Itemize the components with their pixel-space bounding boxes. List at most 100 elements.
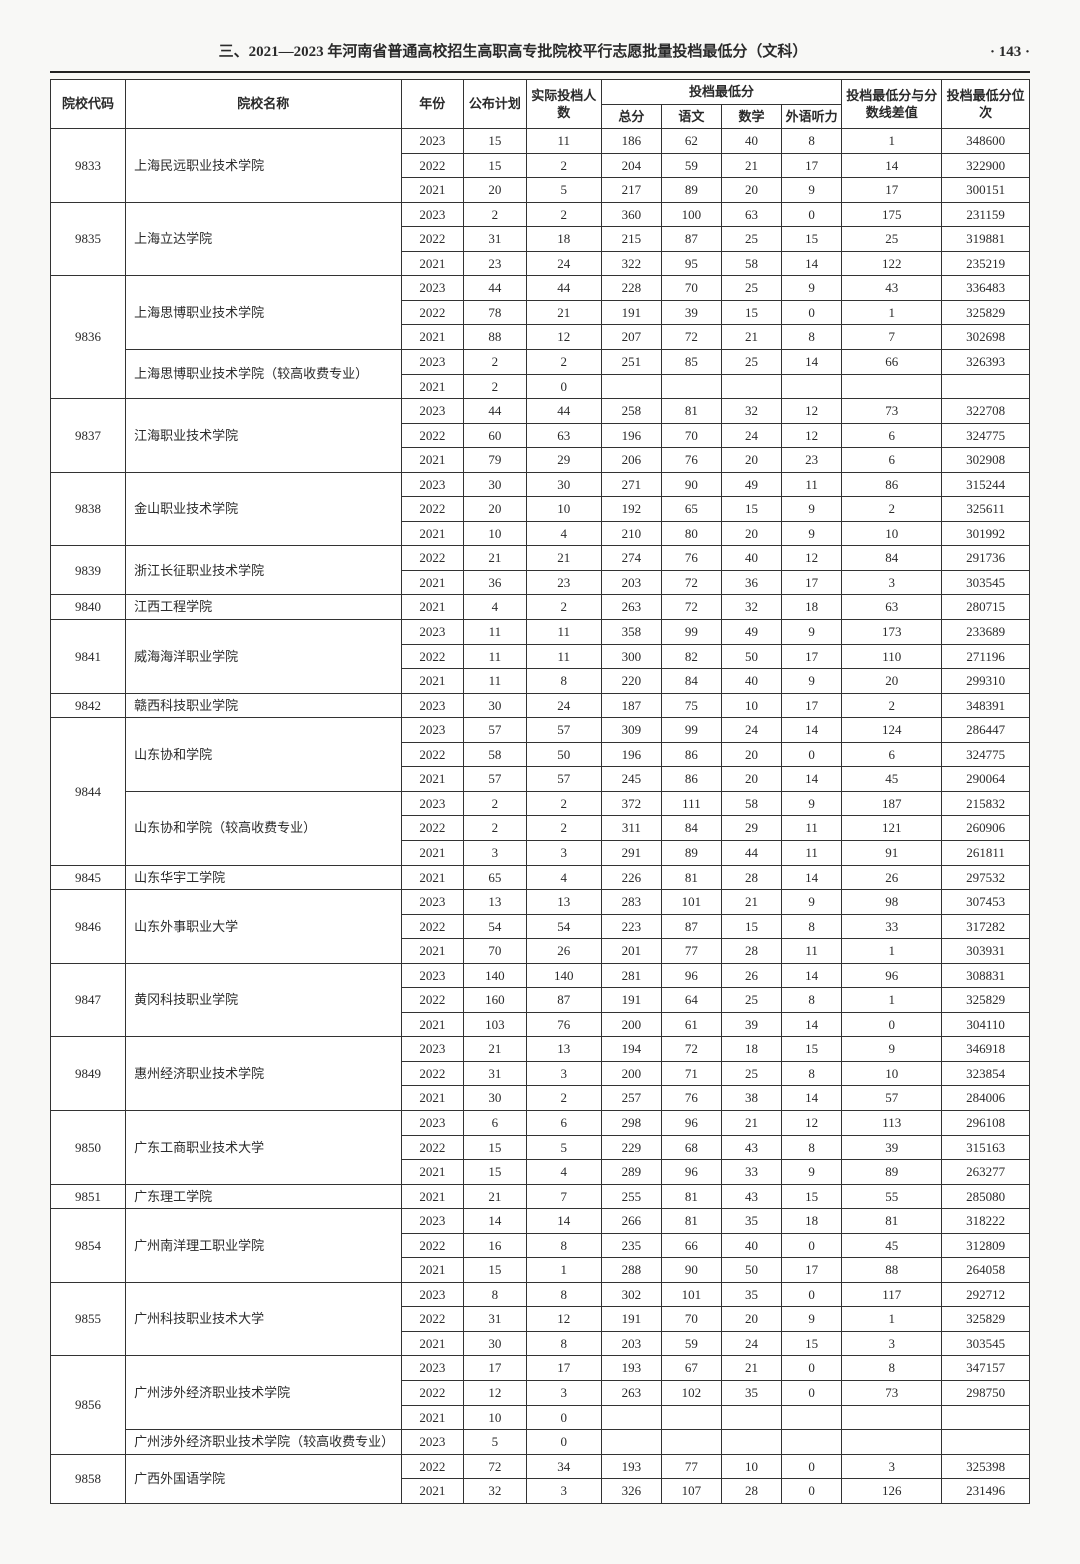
cell-listening: 12 xyxy=(782,1110,842,1135)
table-row: 9838金山职业技术学院 2023 30 30 271 90 49 11 86 … xyxy=(51,472,1030,497)
cell-rank: 261811 xyxy=(942,840,1030,865)
cell-total: 217 xyxy=(601,178,661,203)
cell-diff: 2 xyxy=(842,693,942,718)
cell-math: 10 xyxy=(721,693,781,718)
cell-plan: 6 xyxy=(464,1110,527,1135)
page-number: · 143 · xyxy=(990,44,1030,61)
cell-diff: 20 xyxy=(842,669,942,694)
cell-listening: 9 xyxy=(782,669,842,694)
th-name: 院校名称 xyxy=(126,80,401,129)
cell-listening: 12 xyxy=(782,423,842,448)
cell-code: 9846 xyxy=(51,890,126,964)
cell-rank: 291736 xyxy=(942,546,1030,571)
cell-year: 2022 xyxy=(401,816,464,841)
cell-math: 10 xyxy=(721,1454,781,1479)
cell-listening: 8 xyxy=(782,1061,842,1086)
cell-rank: 263277 xyxy=(942,1160,1030,1185)
cell-year: 2022 xyxy=(401,914,464,939)
cell-diff: 86 xyxy=(842,472,942,497)
cell-total: 191 xyxy=(601,988,661,1013)
cell-rank: 315163 xyxy=(942,1135,1030,1160)
cell-math: 43 xyxy=(721,1184,781,1209)
cell-math: 15 xyxy=(721,914,781,939)
cell-diff xyxy=(842,374,942,399)
cell-total: 215 xyxy=(601,227,661,252)
cell-rank: 325829 xyxy=(942,1307,1030,1332)
cell-plan: 12 xyxy=(464,1380,527,1405)
cell-actual: 0 xyxy=(526,1405,601,1430)
cell-diff: 45 xyxy=(842,767,942,792)
cell-diff: 187 xyxy=(842,791,942,816)
cell-year: 2022 xyxy=(401,300,464,325)
cell-chinese: 68 xyxy=(661,1135,721,1160)
cell-plan: 30 xyxy=(464,472,527,497)
cell-chinese: 99 xyxy=(661,620,721,645)
cell-plan: 11 xyxy=(464,620,527,645)
cell-math xyxy=(721,374,781,399)
table-row: 9850广东工商职业技术大学 2023 6 6 298 96 21 12 113… xyxy=(51,1110,1030,1135)
cell-math: 20 xyxy=(721,1307,781,1332)
cell-chinese: 77 xyxy=(661,1454,721,1479)
cell-chinese: 107 xyxy=(661,1479,721,1504)
cell-plan: 21 xyxy=(464,1037,527,1062)
cell-year: 2023 xyxy=(401,350,464,375)
cell-rank: 233689 xyxy=(942,620,1030,645)
cell-actual: 4 xyxy=(526,865,601,890)
cell-name: 广东理工学院 xyxy=(126,1184,401,1209)
cell-rank: 325398 xyxy=(942,1454,1030,1479)
cell-actual: 2 xyxy=(526,153,601,178)
cell-diff: 14 xyxy=(842,153,942,178)
cell-actual: 30 xyxy=(526,472,601,497)
cell-year: 2023 xyxy=(401,472,464,497)
cell-year: 2021 xyxy=(401,1086,464,1111)
cell-diff: 91 xyxy=(842,840,942,865)
table-row: 9856广州涉外经济职业技术学院 2023 17 17 193 67 21 0 … xyxy=(51,1356,1030,1381)
cell-chinese: 102 xyxy=(661,1380,721,1405)
cell-math: 25 xyxy=(721,227,781,252)
cell-math: 32 xyxy=(721,399,781,424)
cell-actual: 87 xyxy=(526,988,601,1013)
cell-year: 2022 xyxy=(401,1135,464,1160)
cell-actual: 18 xyxy=(526,227,601,252)
cell-rank: 322708 xyxy=(942,399,1030,424)
cell-diff: 1 xyxy=(842,988,942,1013)
page-title: 三、2021—2023 年河南省普通高校招生高职高专批院校平行志愿批量投档最低分… xyxy=(50,40,976,61)
cell-rank xyxy=(942,1405,1030,1430)
cell-total: 263 xyxy=(601,1380,661,1405)
cell-total: 196 xyxy=(601,423,661,448)
cell-year: 2023 xyxy=(401,1037,464,1062)
cell-plan: 31 xyxy=(464,227,527,252)
cell-chinese: 77 xyxy=(661,939,721,964)
cell-listening: 9 xyxy=(782,521,842,546)
cell-year: 2021 xyxy=(401,1184,464,1209)
cell-math: 25 xyxy=(721,276,781,301)
cell-name: 惠州经济职业技术学院 xyxy=(126,1037,401,1111)
cell-chinese: 89 xyxy=(661,178,721,203)
cell-plan: 36 xyxy=(464,570,527,595)
cell-code: 9837 xyxy=(51,399,126,473)
cell-plan: 44 xyxy=(464,399,527,424)
th-total: 总分 xyxy=(601,104,661,129)
cell-math: 29 xyxy=(721,816,781,841)
cell-plan: 16 xyxy=(464,1233,527,1258)
cell-plan: 5 xyxy=(464,1430,527,1455)
cell-name: 上海思博职业技术学院（较高收费专业） xyxy=(126,350,401,399)
cell-chinese: 82 xyxy=(661,644,721,669)
cell-rank: 326393 xyxy=(942,350,1030,375)
table-body: 9833上海民远职业技术学院 2023 15 11 186 62 40 8 1 … xyxy=(51,129,1030,1504)
cell-name: 江海职业技术学院 xyxy=(126,399,401,473)
cell-diff: 1 xyxy=(842,1307,942,1332)
cell-chinese: 100 xyxy=(661,202,721,227)
cell-actual: 11 xyxy=(526,129,601,154)
cell-rank: 300151 xyxy=(942,178,1030,203)
cell-math: 63 xyxy=(721,202,781,227)
cell-total: 309 xyxy=(601,718,661,743)
cell-diff: 0 xyxy=(842,1012,942,1037)
cell-listening: 15 xyxy=(782,1037,842,1062)
cell-diff: 26 xyxy=(842,865,942,890)
cell-chinese: 39 xyxy=(661,300,721,325)
cell-rank: 307453 xyxy=(942,890,1030,915)
cell-chinese: 85 xyxy=(661,350,721,375)
cell-actual: 29 xyxy=(526,448,601,473)
th-rank: 投档最低分位次 xyxy=(942,80,1030,129)
